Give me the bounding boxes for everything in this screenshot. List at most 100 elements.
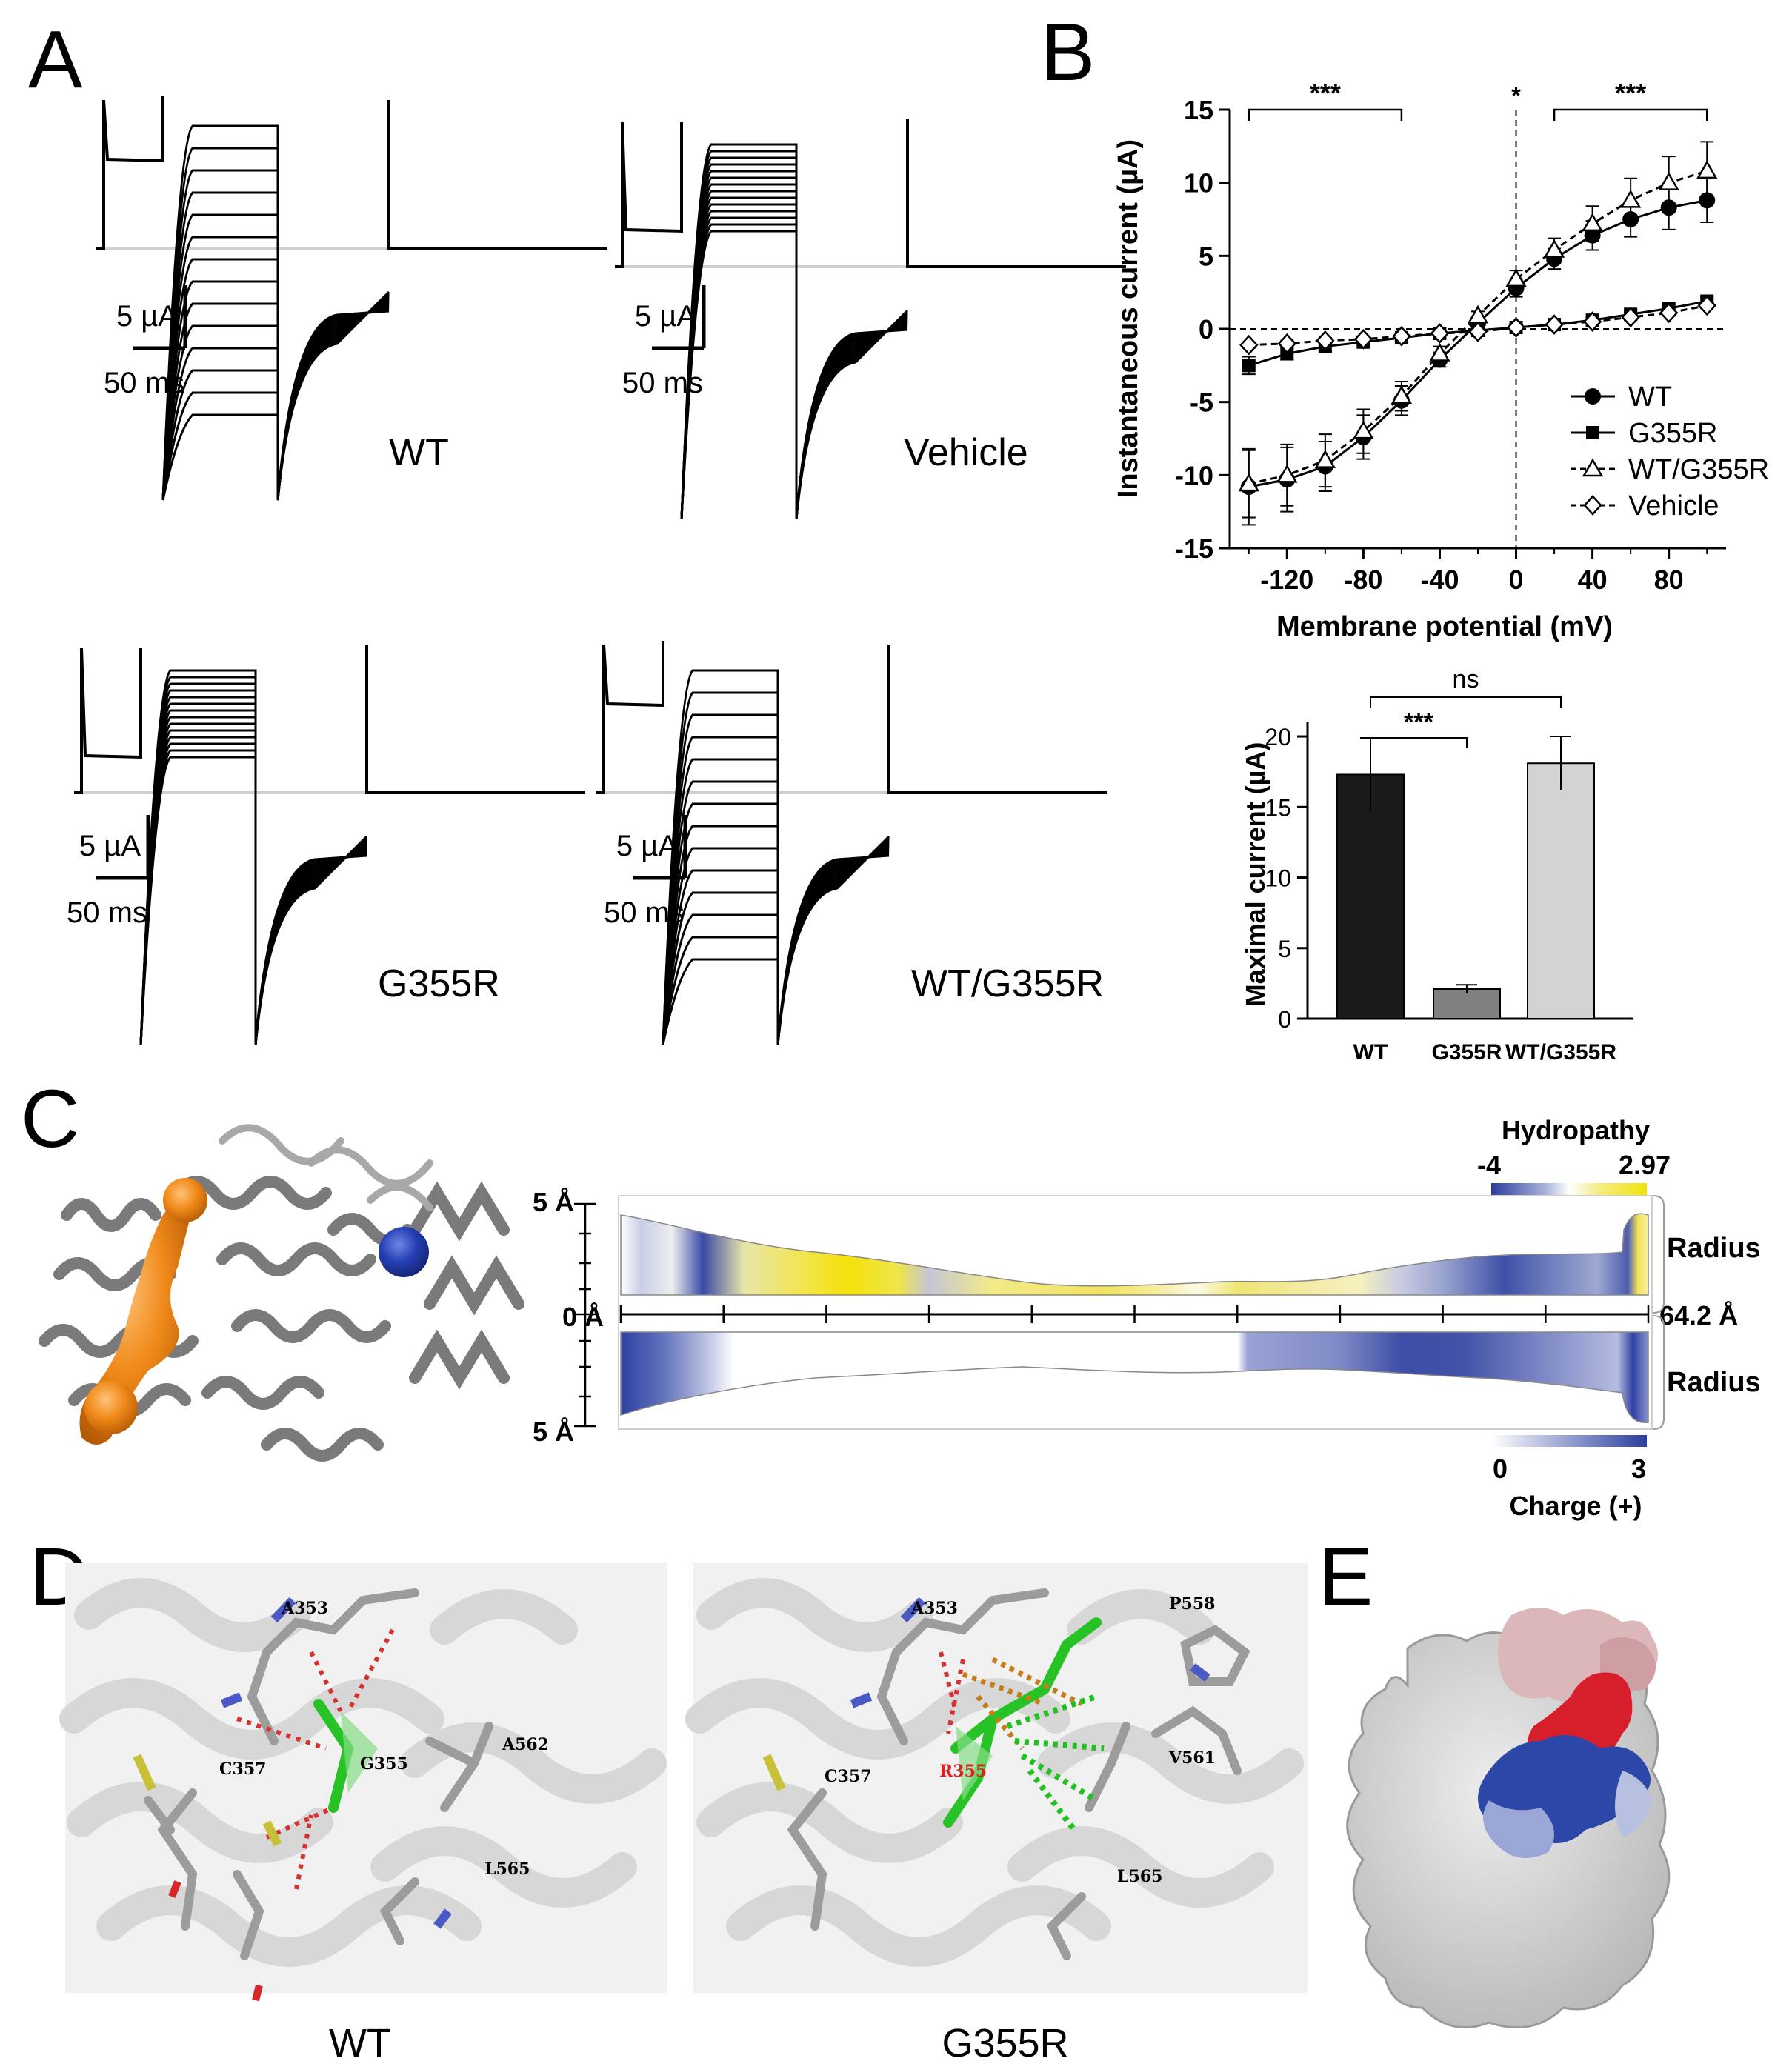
iv-x-axis-label: Membrane potential (mV) — [1276, 611, 1613, 642]
scale-current-label: 5 µA — [635, 300, 696, 333]
bar-rect — [1527, 762, 1595, 1019]
iv-legend-marker — [1586, 426, 1599, 439]
residue-a353-wt: A353 — [281, 1599, 328, 1618]
profile-axis-bottom: 5 Å — [533, 1416, 574, 1447]
bar-y-tick-label: 5 — [1278, 936, 1291, 962]
iv-point — [1697, 295, 1716, 316]
residue-l565-wt: L565 — [484, 1860, 530, 1879]
iv-x-tick-label: -80 — [1344, 565, 1382, 595]
charge-profile — [620, 1331, 1649, 1424]
residue-p558-mut: P558 — [1169, 1594, 1215, 1614]
bar-wt-g355r: WT/G355R — [1505, 736, 1616, 1065]
bar-y-tick-label: 20 — [1265, 724, 1291, 750]
scale-time-label: 50 ms — [622, 367, 703, 399]
bar-bracket — [1370, 737, 1468, 748]
iv-point — [1238, 473, 1259, 492]
iv-point — [1277, 333, 1297, 354]
iv-legend-item: WT — [1571, 382, 1672, 413]
residue-c357-wt: C357 — [219, 1760, 266, 1779]
iv-point — [1659, 302, 1679, 324]
residue-g355-wt: G355 — [360, 1754, 408, 1774]
bar-rect — [1433, 988, 1501, 1019]
iv-legend-marker — [1583, 495, 1602, 516]
iv-point — [1429, 343, 1450, 362]
iv-point — [1314, 450, 1336, 468]
trace-label: WT/G355R — [911, 962, 1104, 1005]
pore-profile: 5 Å 0 Å 5 Å 64.2 Å Radius Radius Hydropa… — [533, 1115, 1761, 1521]
residue-a562-wt: A562 — [502, 1735, 549, 1754]
structure-g355r-caption: G355R — [942, 2021, 1068, 2064]
iv-point — [1353, 328, 1373, 350]
scale-bar: 5 µA 50 ms — [104, 285, 187, 399]
iv-point — [1276, 464, 1298, 483]
bar-category-label: G355R — [1431, 1040, 1502, 1065]
iv-legend: WT G355R WT/G355R Vehicle — [1571, 382, 1769, 522]
bar-significance-label: ns — [1453, 665, 1479, 693]
iv-point — [1582, 311, 1602, 332]
iv-legend-item: WT/G355R — [1571, 454, 1769, 485]
iv-point — [1239, 334, 1259, 356]
bar-significance-2: ns — [1370, 665, 1562, 708]
bar-marks: WT G355R WT/G355R — [1336, 736, 1616, 1065]
profile-length-label: 64.2 Å — [1659, 1300, 1738, 1331]
iv-point — [1316, 330, 1335, 351]
iv-y-tick-label: -10 — [1175, 460, 1213, 490]
structure-wt: A353 C357 G355 A562 L565 — [59, 1563, 667, 2002]
bar-y-tick-label: 15 — [1265, 794, 1291, 821]
trace-g355r: 5 µA 50 ms G355R — [67, 645, 585, 1045]
iv-significance-label: * — [1511, 82, 1521, 109]
iv-series — [1238, 141, 1718, 526]
bar-significance-1: *** — [1370, 708, 1468, 748]
panel-a-current-traces: 5 µA 50 ms WT 5 µA 50 ms Vehicle 5 µA 50 ms G355… — [67, 96, 1126, 1045]
iv-legend-label: WT — [1628, 382, 1672, 413]
protein-cartoon-structure — [39, 1124, 524, 1462]
iv-y-tick-label: -15 — [1175, 533, 1213, 564]
residue-c357-mut: C357 — [825, 1767, 871, 1786]
iv-point — [1543, 239, 1565, 258]
iv-legend-marker — [1582, 458, 1604, 477]
iv-x-tick-label: 40 — [1578, 565, 1608, 595]
iv-series-vehicle — [1239, 295, 1716, 356]
panel-letter-e: E — [1319, 1531, 1373, 1622]
iv-y-tick-label: 5 — [1199, 241, 1213, 271]
residue-a353-mut: A353 — [910, 1599, 958, 1618]
scale-bar: 5 µA 50 ms — [604, 815, 687, 929]
hydropathy-title: Hydropathy — [1502, 1115, 1650, 1145]
iv-significance-label: *** — [1310, 78, 1341, 108]
protein-surface-render — [1346, 1608, 1671, 2029]
trace-wt-g355r: 5 µA 50 ms WT/G355R — [596, 641, 1107, 1045]
charge-max: 3 — [1631, 1454, 1646, 1484]
iv-significance-bracket — [1248, 108, 1403, 121]
bar-y-tick-label: 10 — [1265, 865, 1291, 892]
iv-legend-item: Vehicle — [1571, 490, 1719, 522]
bar-significance-label: *** — [1404, 708, 1433, 736]
max-current-bar-chart: 0 5 10 15 20 *** ns WT G355R WT/G355R Maximal cu… — [1240, 665, 1633, 1065]
bar-wt: WT — [1336, 736, 1405, 1065]
iv-x-tick-label: 80 — [1654, 565, 1684, 595]
iv-point — [1392, 326, 1411, 347]
bar-y-tick-label: 0 — [1278, 1006, 1291, 1033]
hydropathy-min: -4 — [1477, 1150, 1501, 1180]
radius-label-top: Radius — [1667, 1233, 1761, 1264]
iv-point — [1696, 160, 1718, 179]
iv-legend-marker — [1585, 388, 1601, 405]
scale-current-label: 5 µA — [79, 830, 141, 862]
trace-label: WT — [389, 431, 449, 474]
bar-g355r: G355R — [1431, 984, 1502, 1065]
iv-series-wt-g355r — [1238, 141, 1718, 519]
trace-label: G355R — [378, 962, 500, 1005]
iv-point — [1658, 172, 1679, 190]
iv-x-tick-label: -120 — [1260, 565, 1313, 595]
structure-g355r: A353 P558 C357 R355 V561 L565 — [685, 1563, 1308, 1993]
panel-letter-a: A — [28, 14, 83, 105]
hydropathy-max: 2.97 — [1619, 1150, 1671, 1180]
iv-x-tick-label: -40 — [1420, 565, 1459, 595]
iv-point — [1390, 385, 1413, 405]
iv-point — [1582, 213, 1603, 232]
bar-y-axis-label: Maximal current (µA) — [1240, 742, 1270, 1007]
trace-vehicle: 5 µA 50 ms Vehicle — [615, 119, 1126, 519]
trace-label: Vehicle — [904, 431, 1028, 474]
structure-wt-caption: WT — [329, 2021, 391, 2064]
